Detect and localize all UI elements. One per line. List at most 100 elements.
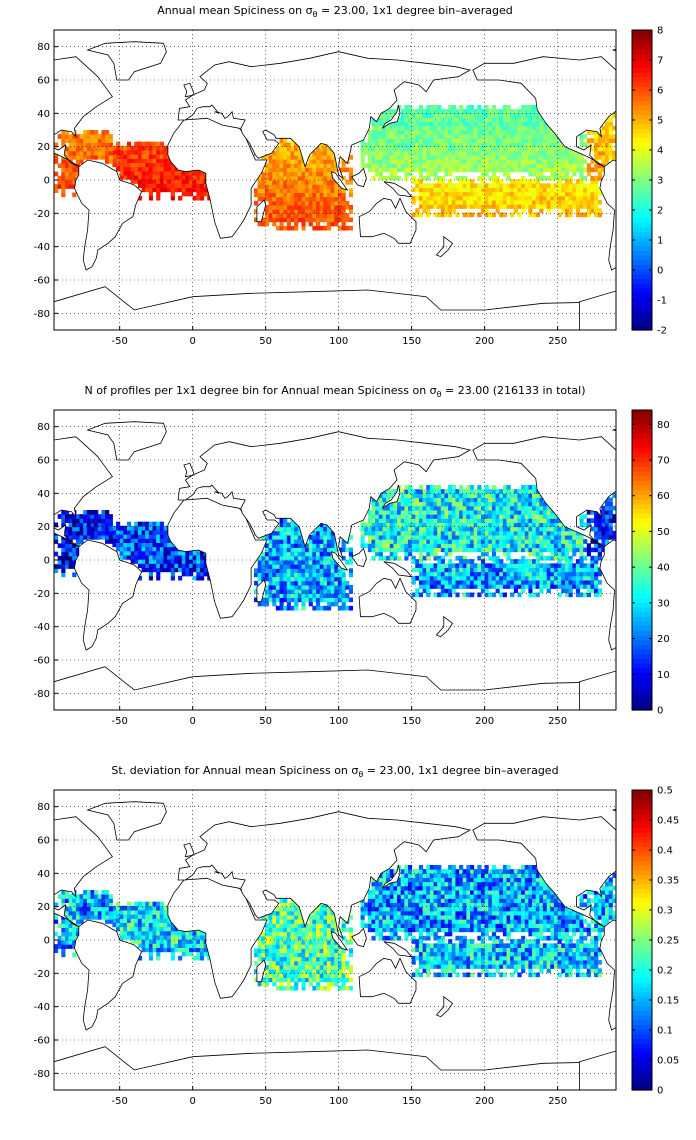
data-cell bbox=[484, 522, 489, 528]
data-cell bbox=[64, 138, 70, 143]
data-cell bbox=[470, 179, 475, 184]
data-cell bbox=[429, 125, 435, 131]
data-cell bbox=[594, 146, 599, 152]
data-cell bbox=[174, 175, 179, 180]
data-cell bbox=[429, 117, 435, 123]
data-cell bbox=[79, 134, 84, 139]
data-cell bbox=[389, 167, 394, 173]
data-cell bbox=[312, 180, 317, 185]
data-cell bbox=[301, 163, 306, 168]
data-cell bbox=[286, 205, 291, 210]
data-cell bbox=[348, 209, 354, 214]
data-cell bbox=[473, 489, 478, 494]
data-cell bbox=[145, 939, 150, 944]
data-cell bbox=[532, 592, 537, 598]
data-cell bbox=[437, 167, 442, 173]
data-cell bbox=[272, 543, 277, 548]
data-cell bbox=[532, 563, 537, 568]
data-cell bbox=[348, 217, 354, 223]
y-tick-label: 20 bbox=[37, 522, 50, 533]
data-cell bbox=[199, 955, 205, 961]
data-cell bbox=[308, 192, 313, 198]
data-cell bbox=[440, 567, 445, 573]
data-cell bbox=[371, 543, 376, 548]
data-cell bbox=[386, 113, 391, 118]
data-cell bbox=[491, 150, 497, 156]
data-cell bbox=[378, 543, 383, 548]
data-cell bbox=[64, 530, 70, 536]
data-cell bbox=[400, 159, 405, 164]
data-cell bbox=[123, 150, 128, 155]
data-cell bbox=[68, 518, 73, 523]
data-cell bbox=[532, 567, 537, 573]
data-cell bbox=[586, 171, 591, 177]
data-cell bbox=[535, 497, 540, 503]
data-cell bbox=[181, 559, 186, 564]
data-cell bbox=[437, 559, 442, 564]
data-cell bbox=[528, 551, 533, 557]
data-cell bbox=[502, 489, 508, 494]
data-cell bbox=[348, 568, 354, 573]
data-cell bbox=[426, 580, 431, 585]
data-cell bbox=[437, 535, 442, 540]
data-cell bbox=[156, 935, 161, 940]
data-cell bbox=[594, 155, 599, 160]
data-cell bbox=[152, 930, 157, 936]
data-cell bbox=[586, 584, 591, 589]
data-cell bbox=[393, 150, 398, 156]
data-cell bbox=[123, 175, 128, 180]
data-cell bbox=[455, 167, 460, 173]
data-cell bbox=[532, 497, 537, 503]
data-cell bbox=[521, 191, 526, 197]
data-cell bbox=[524, 539, 529, 544]
data-cell bbox=[389, 134, 394, 139]
data-cell bbox=[502, 134, 508, 139]
data-cell bbox=[319, 209, 324, 214]
data-cell bbox=[407, 551, 413, 557]
data-cell bbox=[286, 564, 291, 569]
data-cell bbox=[590, 526, 595, 532]
data-cell bbox=[451, 167, 456, 173]
data-cell bbox=[283, 163, 288, 168]
data-cell bbox=[488, 138, 493, 143]
data-cell bbox=[119, 555, 124, 560]
data-cell bbox=[557, 580, 562, 585]
data-cell bbox=[521, 489, 526, 494]
data-cell bbox=[152, 183, 157, 188]
data-cell bbox=[429, 113, 435, 118]
data-cell bbox=[404, 535, 409, 540]
data-cell bbox=[308, 196, 313, 202]
data-cell bbox=[532, 125, 537, 131]
data-cell bbox=[532, 571, 537, 577]
data-cell bbox=[72, 555, 77, 561]
data-cell bbox=[543, 501, 548, 507]
data-cell bbox=[521, 134, 526, 139]
data-cell bbox=[568, 195, 573, 201]
data-cell bbox=[550, 510, 555, 515]
data-cell bbox=[404, 510, 409, 515]
data-cell bbox=[429, 489, 435, 494]
data-cell bbox=[553, 159, 559, 164]
data-cell bbox=[316, 530, 321, 536]
data-cell bbox=[510, 200, 515, 205]
data-cell bbox=[418, 175, 424, 181]
colorbar-swatch bbox=[632, 189, 652, 195]
data-cell bbox=[480, 195, 486, 201]
data-cell bbox=[261, 601, 266, 607]
data-cell bbox=[535, 563, 540, 568]
data-cell bbox=[290, 225, 295, 231]
data-cell bbox=[170, 922, 175, 928]
data-cell bbox=[279, 597, 284, 603]
data-cell bbox=[543, 555, 548, 561]
data-cell bbox=[189, 183, 194, 188]
data-cell bbox=[411, 195, 416, 201]
data-cell bbox=[64, 163, 70, 168]
data-cell bbox=[590, 555, 595, 561]
data-cell bbox=[134, 175, 139, 180]
data-cell bbox=[341, 175, 346, 181]
data-cell bbox=[437, 113, 442, 118]
data-cell bbox=[605, 150, 610, 156]
data-cell bbox=[502, 571, 508, 577]
data-cell bbox=[426, 187, 431, 193]
data-cell bbox=[415, 167, 420, 173]
